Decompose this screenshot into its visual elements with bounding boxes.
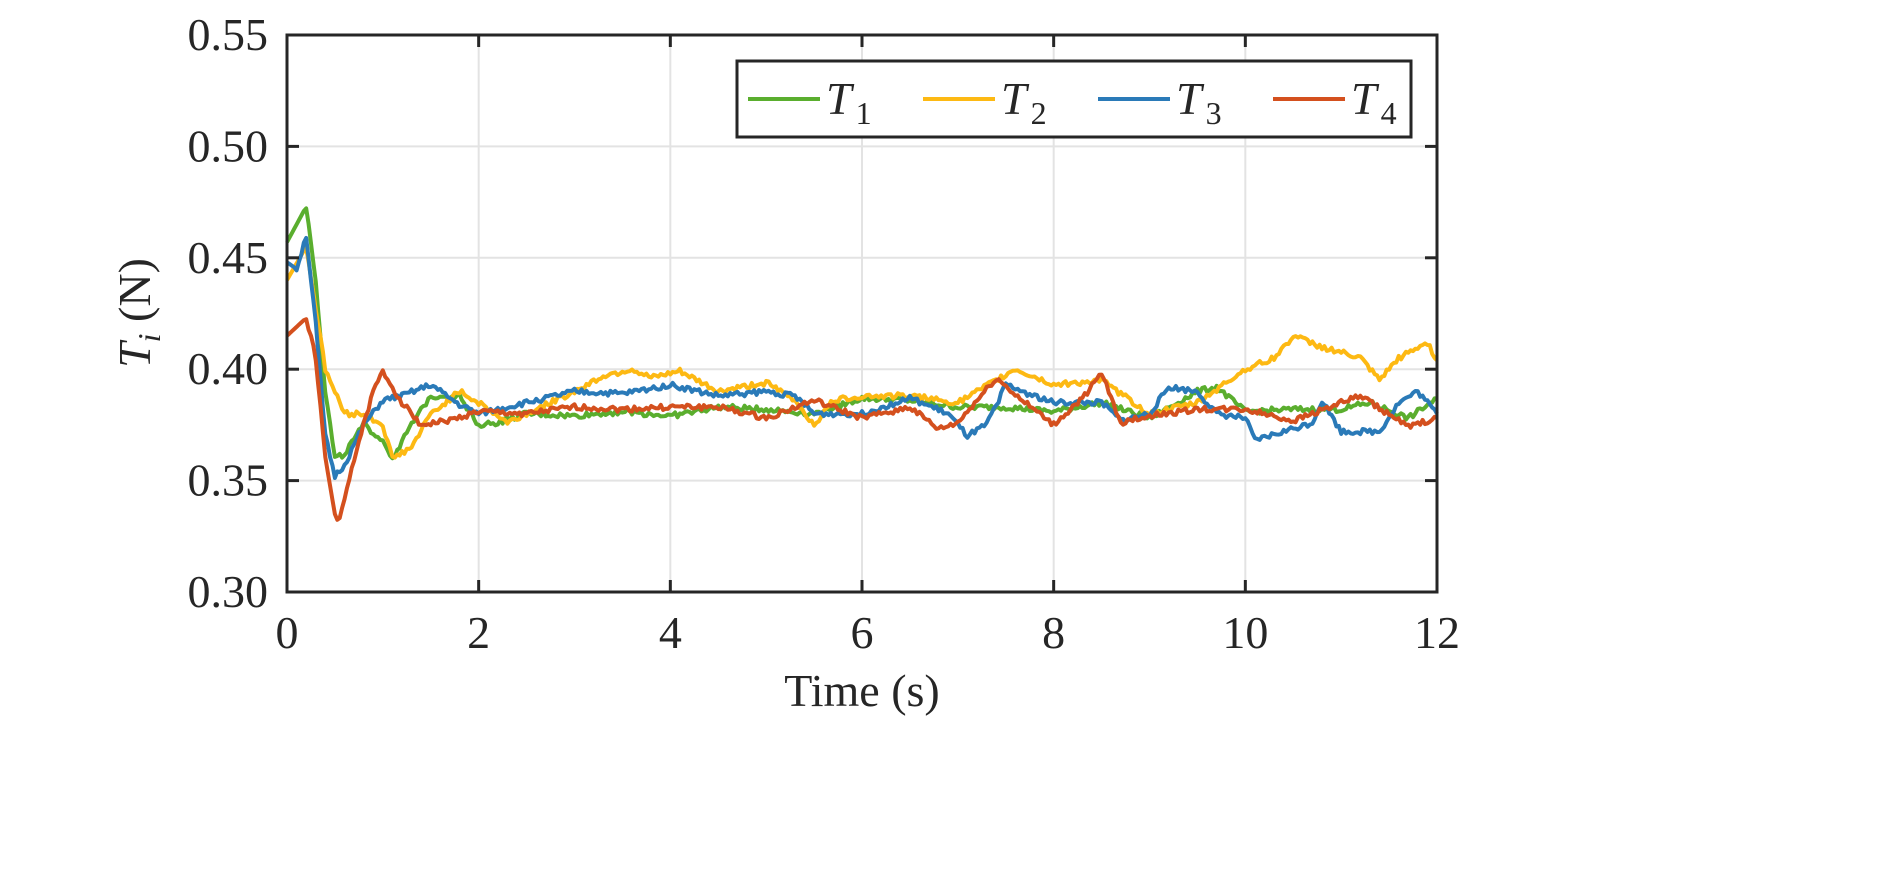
y-tick-label: 0.35	[188, 455, 269, 506]
y-tick-label: 0.50	[188, 120, 269, 171]
series-line-t2	[285, 246, 1439, 460]
legend-subscript: 1	[856, 95, 872, 131]
ticks	[285, 33, 1439, 594]
y-tick-label: 0.45	[188, 232, 269, 283]
x-tick-label: 6	[851, 607, 874, 658]
legend-symbol: T	[826, 73, 855, 124]
tick-labels: 0 2 4 6 8 10 120.300.350.400.450.500.55	[188, 9, 1461, 658]
legend-symbol: T	[1001, 73, 1030, 124]
y-tick-label: 0.40	[188, 343, 269, 394]
legend-symbol: T	[1176, 73, 1205, 124]
x-tick-label: 10	[1222, 607, 1268, 658]
y-axis-label: Ti (N)	[109, 258, 167, 368]
x-tick-label: 0	[276, 607, 299, 658]
x-tick-label: 4	[659, 607, 682, 658]
legend-subscript: 4	[1381, 95, 1397, 131]
y-label-unit: (N)	[109, 258, 160, 333]
x-axis-label: Time (s)	[784, 665, 940, 716]
x-tick-label: 12	[1414, 607, 1460, 658]
y-label-symbol: T	[109, 339, 160, 368]
y-label-subscript: i	[131, 333, 167, 342]
legend-symbol: T	[1351, 73, 1380, 124]
y-tick-label: 0.30	[188, 566, 269, 617]
x-tick-label: 2	[467, 607, 490, 658]
series-line-t4	[285, 317, 1439, 522]
series-lines	[285, 206, 1439, 522]
y-tick-label: 0.55	[188, 9, 269, 60]
legend-subscript: 2	[1031, 95, 1047, 131]
x-tick-label: 8	[1042, 607, 1065, 658]
legend-subscript: 3	[1206, 95, 1222, 131]
